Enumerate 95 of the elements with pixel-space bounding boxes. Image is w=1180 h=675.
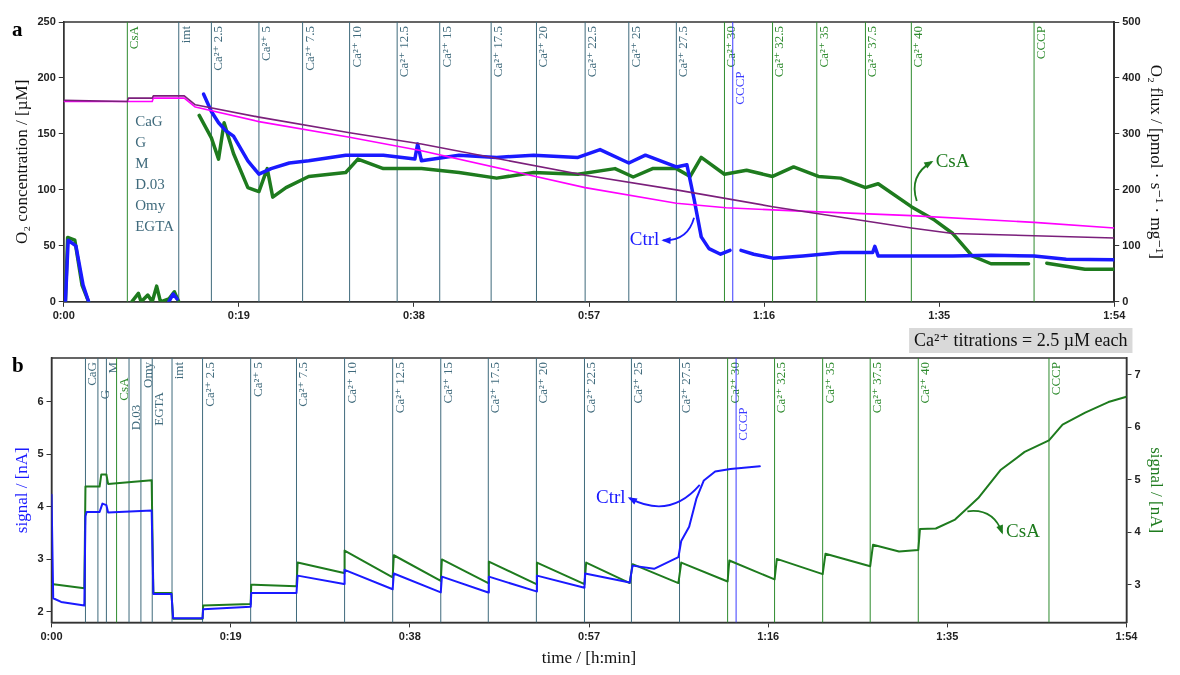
x-tick-label: 1:16 — [757, 630, 780, 643]
x-tick-label: 1:54 — [1115, 630, 1139, 643]
y2-axis-title: signal / [nA] — [1147, 447, 1167, 534]
ref-line-label: Ca²⁺ 5 — [249, 362, 265, 397]
text: Ca²⁺ titrations = 2.5 µM each — [914, 329, 1128, 350]
ref-line-label: Ca²⁺ 27.5 — [678, 362, 694, 414]
y-tick-label: 150 — [37, 126, 56, 139]
y2-tick-label: 400 — [1122, 70, 1141, 83]
y-tick-label: 100 — [37, 182, 56, 195]
ref-line-label: Ca²⁺ 30 — [726, 362, 742, 404]
ref-line-label: EGTA — [151, 391, 167, 426]
y-tick-label: 6 — [37, 394, 44, 407]
y2-tick-label: 5 — [1134, 472, 1141, 485]
legend-label: CsA — [935, 149, 970, 171]
x-axis-title: time / [h:min] — [541, 648, 637, 668]
ref-line-label: Ca²⁺ 35 — [815, 26, 831, 68]
y-tick-label: 3 — [37, 552, 44, 565]
y2-tick-label: 4 — [1134, 525, 1142, 538]
x-tick-label: 0:38 — [402, 309, 425, 322]
y2-tick-label: 300 — [1122, 126, 1141, 139]
ref-line-label: imt — [170, 361, 186, 380]
y2-tick-label: 200 — [1122, 182, 1141, 195]
x-tick-label: 1:54 — [1103, 309, 1127, 322]
legend-label: CsA — [1006, 520, 1041, 542]
ref-line-label: Ca²⁺ 15 — [438, 26, 454, 68]
y2-tick-label: 0 — [1122, 294, 1129, 307]
y2-tick-label: 100 — [1122, 238, 1141, 251]
ref-line-label: Ca²⁺ 10 — [343, 362, 359, 404]
y2-axis-title: O₂ flux / [pmol · s⁻¹ · mg⁻¹] — [1147, 64, 1167, 259]
x-tick-label: 0:19 — [227, 309, 250, 322]
annotation: CaG G M D.03 Omy EGTA — [135, 112, 175, 234]
ref-line-label: Ca²⁺ 10 — [348, 26, 364, 68]
y-axis-title: signal / [nA] — [11, 447, 31, 534]
ref-line-label: Ca²⁺ 37.5 — [864, 26, 880, 78]
y-tick-label: 250 — [37, 15, 56, 28]
x-tick-label: 1:35 — [936, 630, 959, 643]
y-tick-label: 200 — [37, 70, 56, 83]
y2-tick-label: 500 — [1122, 15, 1141, 28]
ref-line-label: Ca²⁺ 20 — [535, 362, 551, 404]
ref-line-label: Ca²⁺ 7.5 — [301, 26, 317, 71]
ref-line-label: Ca²⁺ 17.5 — [487, 362, 503, 414]
ref-line-label: Ca²⁺ 12.5 — [391, 362, 407, 414]
ref-line-label: Ca²⁺ 35 — [821, 362, 837, 404]
y2-tick-label: 7 — [1134, 367, 1141, 380]
y2-tick-label: 3 — [1134, 577, 1141, 590]
x-tick-label: 1:35 — [928, 309, 951, 322]
ref-line-label: CCCP — [735, 407, 751, 441]
ref-line-label: Ca²⁺ 7.5 — [295, 362, 311, 407]
ref-line-label: Ca²⁺ 40 — [917, 362, 933, 404]
ref-line-label: CsA — [126, 25, 142, 50]
y-tick-label: 0 — [49, 294, 56, 307]
chart-title: a — [12, 16, 23, 41]
ref-line-label: CCCP — [1047, 362, 1063, 396]
ref-line-label: Ca²⁺ 37.5 — [869, 362, 885, 414]
ref-line-label: imt — [177, 25, 193, 44]
x-tick-label: 0:00 — [52, 309, 75, 322]
x-tick-label: 0:38 — [398, 630, 421, 643]
y2-tick-label: 6 — [1134, 420, 1141, 433]
x-tick-label: 1:16 — [753, 309, 776, 322]
x-tick-label: 0:57 — [577, 309, 601, 322]
x-tick-label: 0:57 — [577, 630, 601, 643]
ref-line-label: CsA — [115, 376, 131, 401]
ref-line-label: Ca²⁺ 5 — [257, 26, 273, 61]
ref-line-label: Ca²⁺ 25 — [630, 362, 646, 404]
ref-line-label: CCCP — [1033, 26, 1048, 60]
text: Ctrl — [629, 228, 660, 250]
ref-line-label: D.03 — [127, 404, 143, 431]
ref-line-label: Ca²⁺ 2.5 — [210, 26, 226, 71]
ref-line-label: Omy — [139, 361, 155, 388]
ref-line-label: Ca²⁺ 22.5 — [583, 362, 599, 414]
ref-line-label: Ca²⁺ 20 — [535, 26, 551, 68]
ref-line-label: Ca²⁺ 2.5 — [201, 362, 217, 407]
ref-line-label: Ca²⁺ 22.5 — [584, 26, 600, 78]
ref-line-label: CCCP — [731, 71, 747, 105]
x-tick-label: 0:19 — [219, 630, 242, 643]
ref-line-label: Ca²⁺ 32.5 — [773, 362, 789, 414]
ref-line-label: Ca²⁺ 15 — [439, 362, 455, 404]
ref-line-label: Ca²⁺ 12.5 — [396, 26, 412, 78]
text: Ctrl — [595, 486, 626, 508]
ref-line-label: Ca²⁺ 25 — [627, 26, 643, 68]
ref-line-label: Ca²⁺ 32.5 — [771, 26, 787, 78]
y-tick-label: 50 — [43, 238, 56, 251]
y-tick-label: 5 — [37, 447, 44, 460]
x-tick-label: 0:00 — [40, 630, 63, 643]
y-tick-label: 4 — [37, 499, 45, 512]
y-axis-title: O₂ concentration / [µM] — [11, 79, 31, 245]
ref-line-label: CaG — [84, 362, 100, 386]
ref-line-label: Ca²⁺ 17.5 — [490, 26, 506, 78]
chart-title: b — [12, 352, 24, 377]
ref-line-label: Ca²⁺ 30 — [723, 26, 739, 68]
ref-line-label: G — [96, 389, 112, 400]
ref-line-label: Ca²⁺ 27.5 — [675, 26, 691, 78]
y-tick-label: 2 — [37, 604, 44, 617]
ref-line-label: M — [105, 361, 121, 374]
ref-line-label: Ca²⁺ 40 — [910, 26, 926, 68]
